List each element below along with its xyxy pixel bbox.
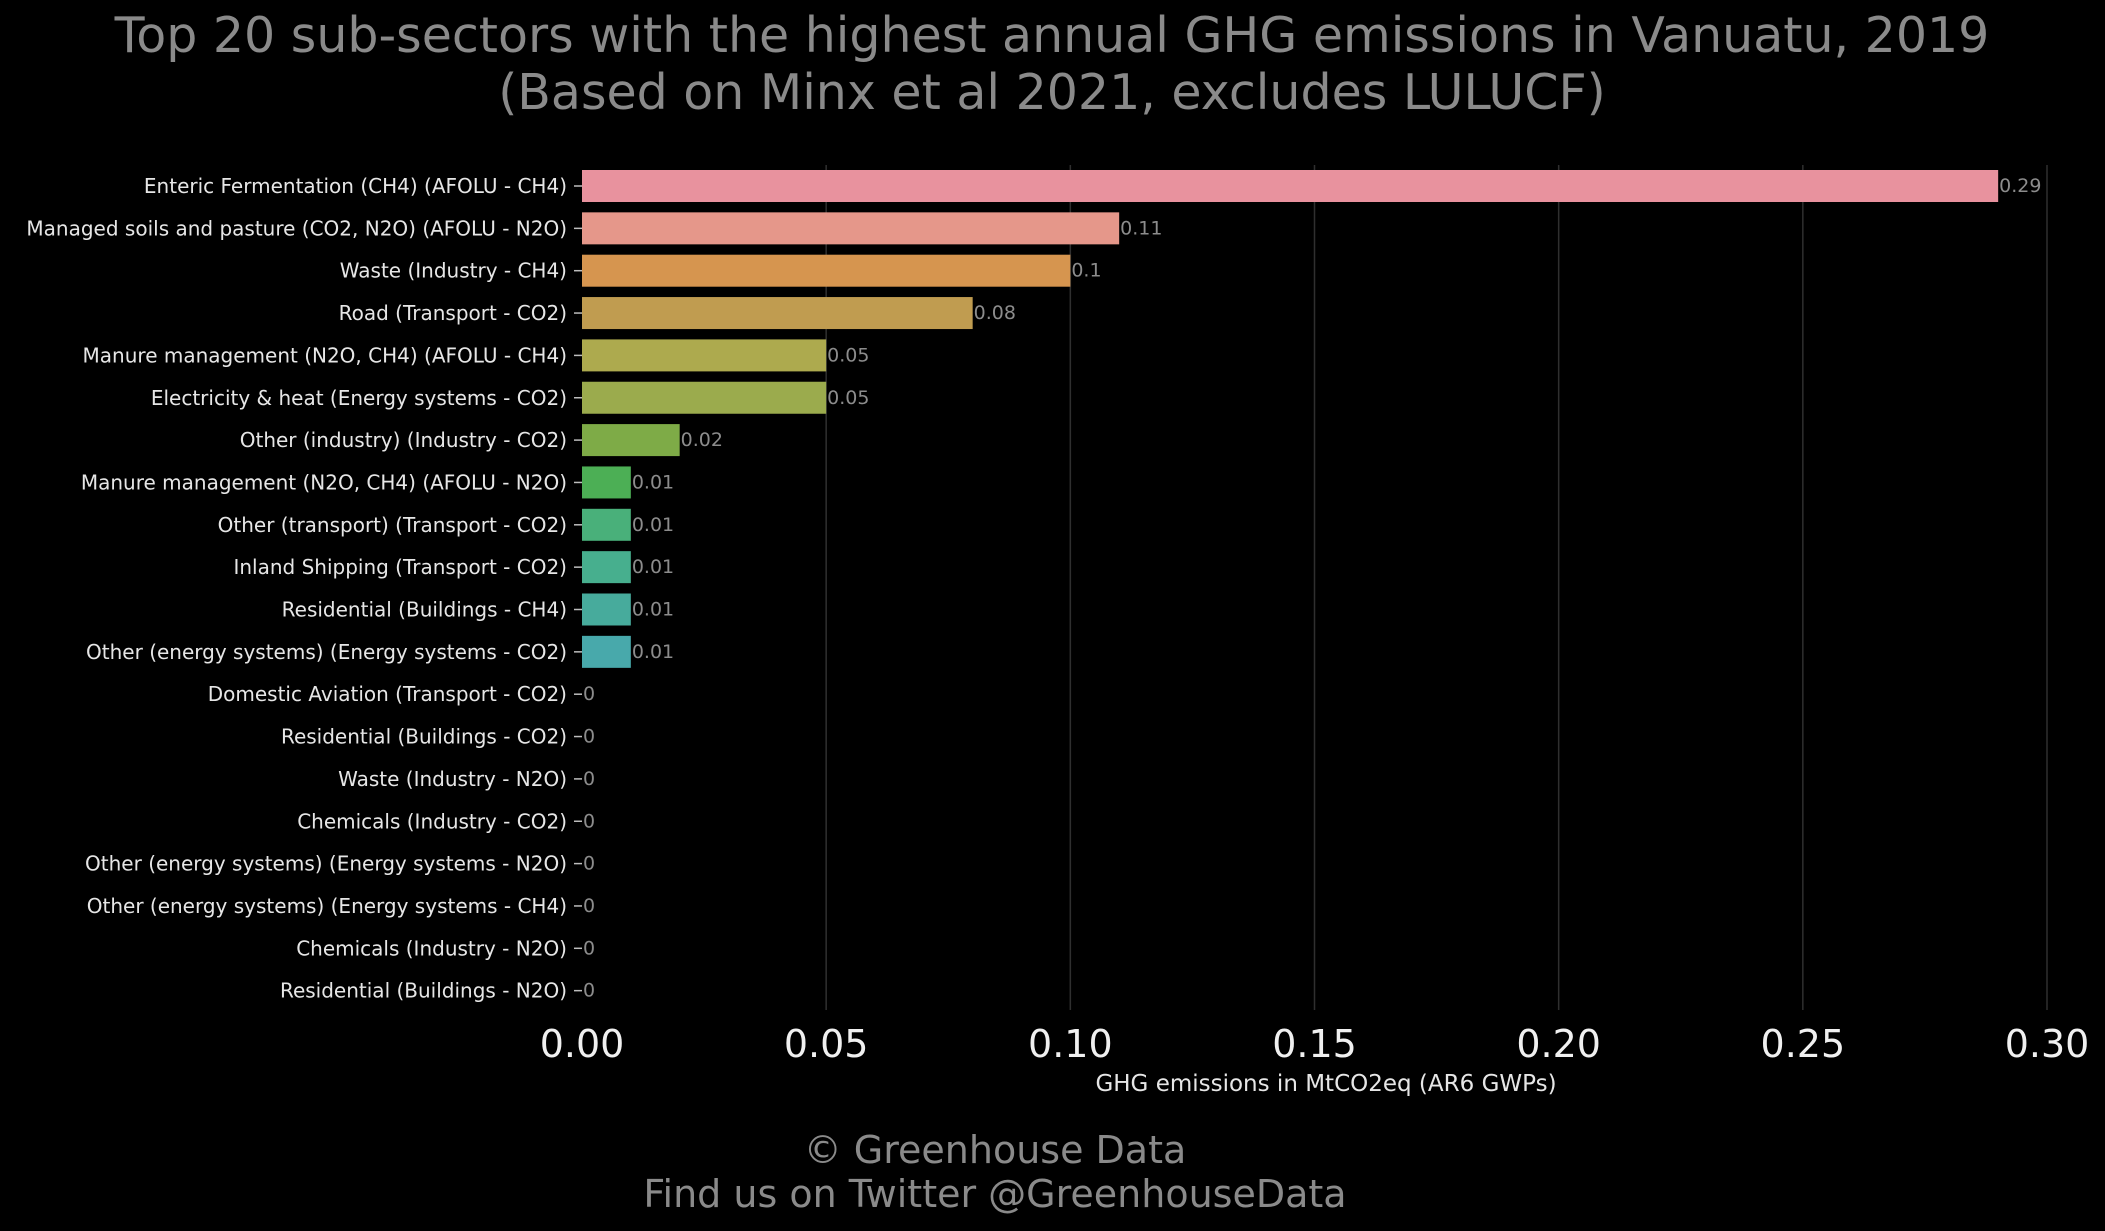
- bar-value-label: 0: [583, 768, 595, 790]
- bar: [582, 339, 827, 372]
- bar-value-label: 0: [583, 937, 595, 959]
- bar: [582, 297, 973, 330]
- x-tick-label: 0.15: [1272, 1022, 1357, 1066]
- bar: [582, 212, 1120, 245]
- bar-value-label: 0.1: [1071, 260, 1101, 282]
- category-label: Other (energy systems) (Energy systems -…: [86, 640, 567, 664]
- category-labels: Enteric Fermentation (CH4) (AFOLU - CH4)…: [26, 174, 582, 1003]
- x-tick-label: 0.25: [1761, 1022, 1846, 1066]
- bar: [582, 508, 631, 541]
- x-tick-label: 0.30: [2005, 1022, 2090, 1066]
- category-label: Other (energy systems) (Energy systems -…: [85, 852, 567, 876]
- category-label: Other (industry) (Industry - CO2): [240, 428, 567, 452]
- bar: [582, 466, 631, 499]
- bar-value-label: 0: [583, 810, 595, 832]
- x-axis-label: GHG emissions in MtCO2eq (AR6 GWPs): [1095, 1071, 1556, 1097]
- bar-value-label: 0.08: [974, 302, 1016, 324]
- category-label: Domestic Aviation (Transport - CO2): [208, 682, 567, 706]
- bar-value-label: 0: [583, 895, 595, 917]
- category-label: Other (transport) (Transport - CO2): [218, 513, 567, 537]
- bar: [582, 381, 827, 414]
- chart-title-line-1: Top 20 sub-sectors with the highest annu…: [114, 7, 1990, 64]
- x-gridlines: [825, 165, 2048, 1010]
- footer-twitter: Find us on Twitter @GreenhouseData: [643, 1172, 1346, 1216]
- x-tick-labels: 0.00 0.05 0.10 0.15 0.20 0.25 0.30: [540, 1022, 2090, 1066]
- bar-value-label: 0.05: [827, 387, 869, 409]
- footer-copyright: © Greenhouse Data: [804, 1128, 1187, 1172]
- x-tick-label: 0.05: [784, 1022, 869, 1066]
- bar: [582, 424, 680, 457]
- bar-value-label: 0.11: [1120, 217, 1162, 239]
- category-label: Residential (Buildings - CO2): [281, 725, 567, 749]
- x-tick-label: 0.10: [1028, 1022, 1113, 1066]
- bar: [582, 551, 631, 584]
- category-label: Managed soils and pasture (CO2, N2O) (AF…: [26, 216, 567, 240]
- chart-title-line-2: (Based on Minx et al 2021, excludes LULU…: [498, 64, 1606, 121]
- bar-value-label: 0.01: [632, 471, 674, 493]
- category-label: Waste (Industry - N2O): [338, 767, 567, 791]
- category-label: Enteric Fermentation (CH4) (AFOLU - CH4): [144, 174, 567, 198]
- value-labels: 0.29 0.11 0.1 0.08 0.05 0.05 0.02 0.01 0.01 0.01 0…: [583, 175, 2041, 1002]
- category-label: Waste (Industry - CH4): [340, 259, 567, 283]
- bar-value-label: 0.01: [632, 514, 674, 536]
- bar-value-label: 0: [583, 980, 595, 1002]
- bar-value-label: 0.01: [632, 556, 674, 578]
- category-label: Chemicals (Industry - N2O): [296, 936, 567, 960]
- bar-value-label: 0: [583, 853, 595, 875]
- category-label: Manure management (N2O, CH4) (AFOLU - CH…: [83, 343, 567, 367]
- bar-value-label: 0.01: [632, 641, 674, 663]
- bars: [582, 170, 1999, 668]
- category-label: Manure management (N2O, CH4) (AFOLU - N2…: [81, 470, 567, 494]
- bar: [582, 593, 631, 626]
- bar-value-label: 0.02: [681, 429, 723, 451]
- bar: [582, 170, 1999, 202]
- category-label: Inland Shipping (Transport - CO2): [233, 555, 567, 579]
- category-label: Chemicals (Industry - CO2): [297, 809, 567, 833]
- bar-value-label: 0.01: [632, 599, 674, 621]
- category-label: Road (Transport - CO2): [339, 301, 567, 325]
- category-label: Residential (Buildings - N2O): [280, 979, 567, 1003]
- bar-value-label: 0: [583, 726, 595, 748]
- category-label: Other (energy systems) (Energy systems -…: [87, 894, 567, 918]
- x-tick-label: 0.00: [540, 1022, 625, 1066]
- x-tick-label: 0.20: [1516, 1022, 1601, 1066]
- bar-value-label: 0: [583, 683, 595, 705]
- bar-value-label: 0.05: [827, 344, 869, 366]
- bar: [582, 254, 1071, 287]
- bar-value-label: 0.29: [1999, 175, 2041, 197]
- category-label: Residential (Buildings - CH4): [282, 598, 567, 622]
- bar: [582, 635, 631, 668]
- category-label: Electricity & heat (Energy systems - CO2…: [151, 386, 567, 410]
